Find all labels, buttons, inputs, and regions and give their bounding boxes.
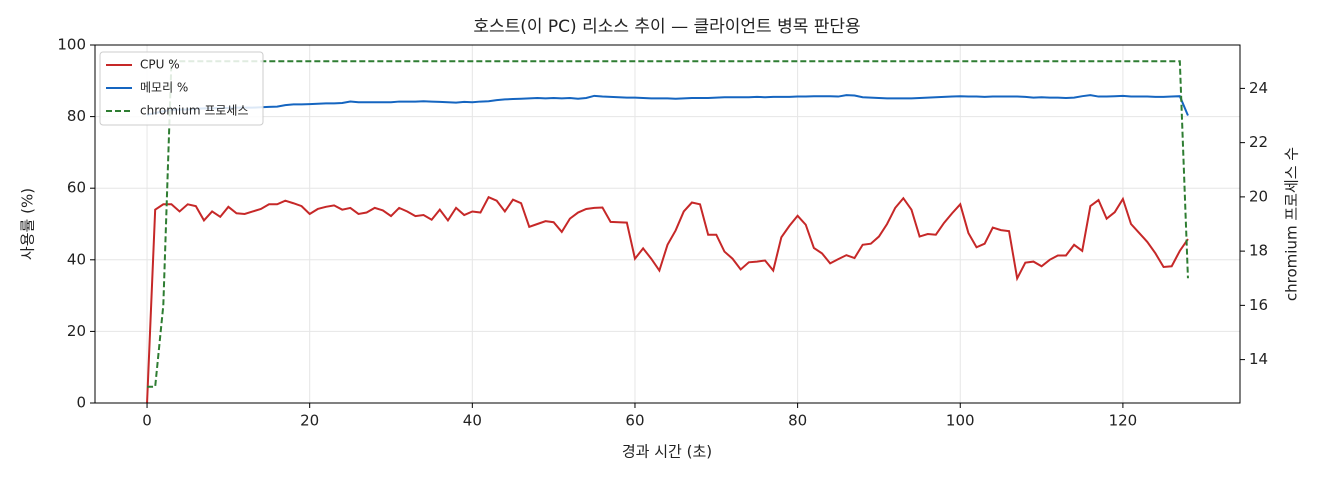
chart-title: 호스트(이 PC) 리소스 추이 — 클라이언트 병목 판단용 <box>473 17 860 37</box>
legend-label: chromium 프로세스 <box>140 104 249 118</box>
x-tick-label: 40 <box>463 412 482 430</box>
series-line <box>147 60 1189 388</box>
plot-frame <box>94 44 1241 404</box>
x-tick-label: 60 <box>625 412 644 430</box>
legend-label: 메모리 % <box>140 81 188 95</box>
x-tick-label: 20 <box>300 412 319 430</box>
y-tick-label: 0 <box>76 394 86 412</box>
series-line <box>146 94 1189 116</box>
x-tick-label: 120 <box>1109 412 1138 430</box>
x-tick-label: 80 <box>788 412 807 430</box>
y-axis-label: 사용률 (%) <box>19 188 37 260</box>
y-tick-label: 40 <box>67 250 86 268</box>
y-tick-label: 100 <box>57 36 86 54</box>
x-tick-label: 0 <box>142 412 152 430</box>
x-axis-label: 경과 시간 (초) <box>622 443 712 461</box>
y2-axis-label: chromium 프로세스 수 <box>1283 147 1301 301</box>
series-line <box>146 195 1189 404</box>
y2-tick-label: 24 <box>1249 79 1268 97</box>
y-tick-label: 80 <box>67 107 86 125</box>
y2-tick-label: 20 <box>1249 187 1268 205</box>
y2-tick-label: 14 <box>1249 350 1268 368</box>
x-tick-label: 100 <box>946 412 975 430</box>
legend-label: CPU % <box>140 58 180 72</box>
y2-tick-label: 18 <box>1249 242 1268 260</box>
y2-tick-label: 22 <box>1249 133 1268 151</box>
y-tick-label: 20 <box>67 322 86 340</box>
legend-box <box>99 51 264 126</box>
y-tick-label: 60 <box>67 179 86 197</box>
y2-tick-label: 16 <box>1249 296 1268 314</box>
